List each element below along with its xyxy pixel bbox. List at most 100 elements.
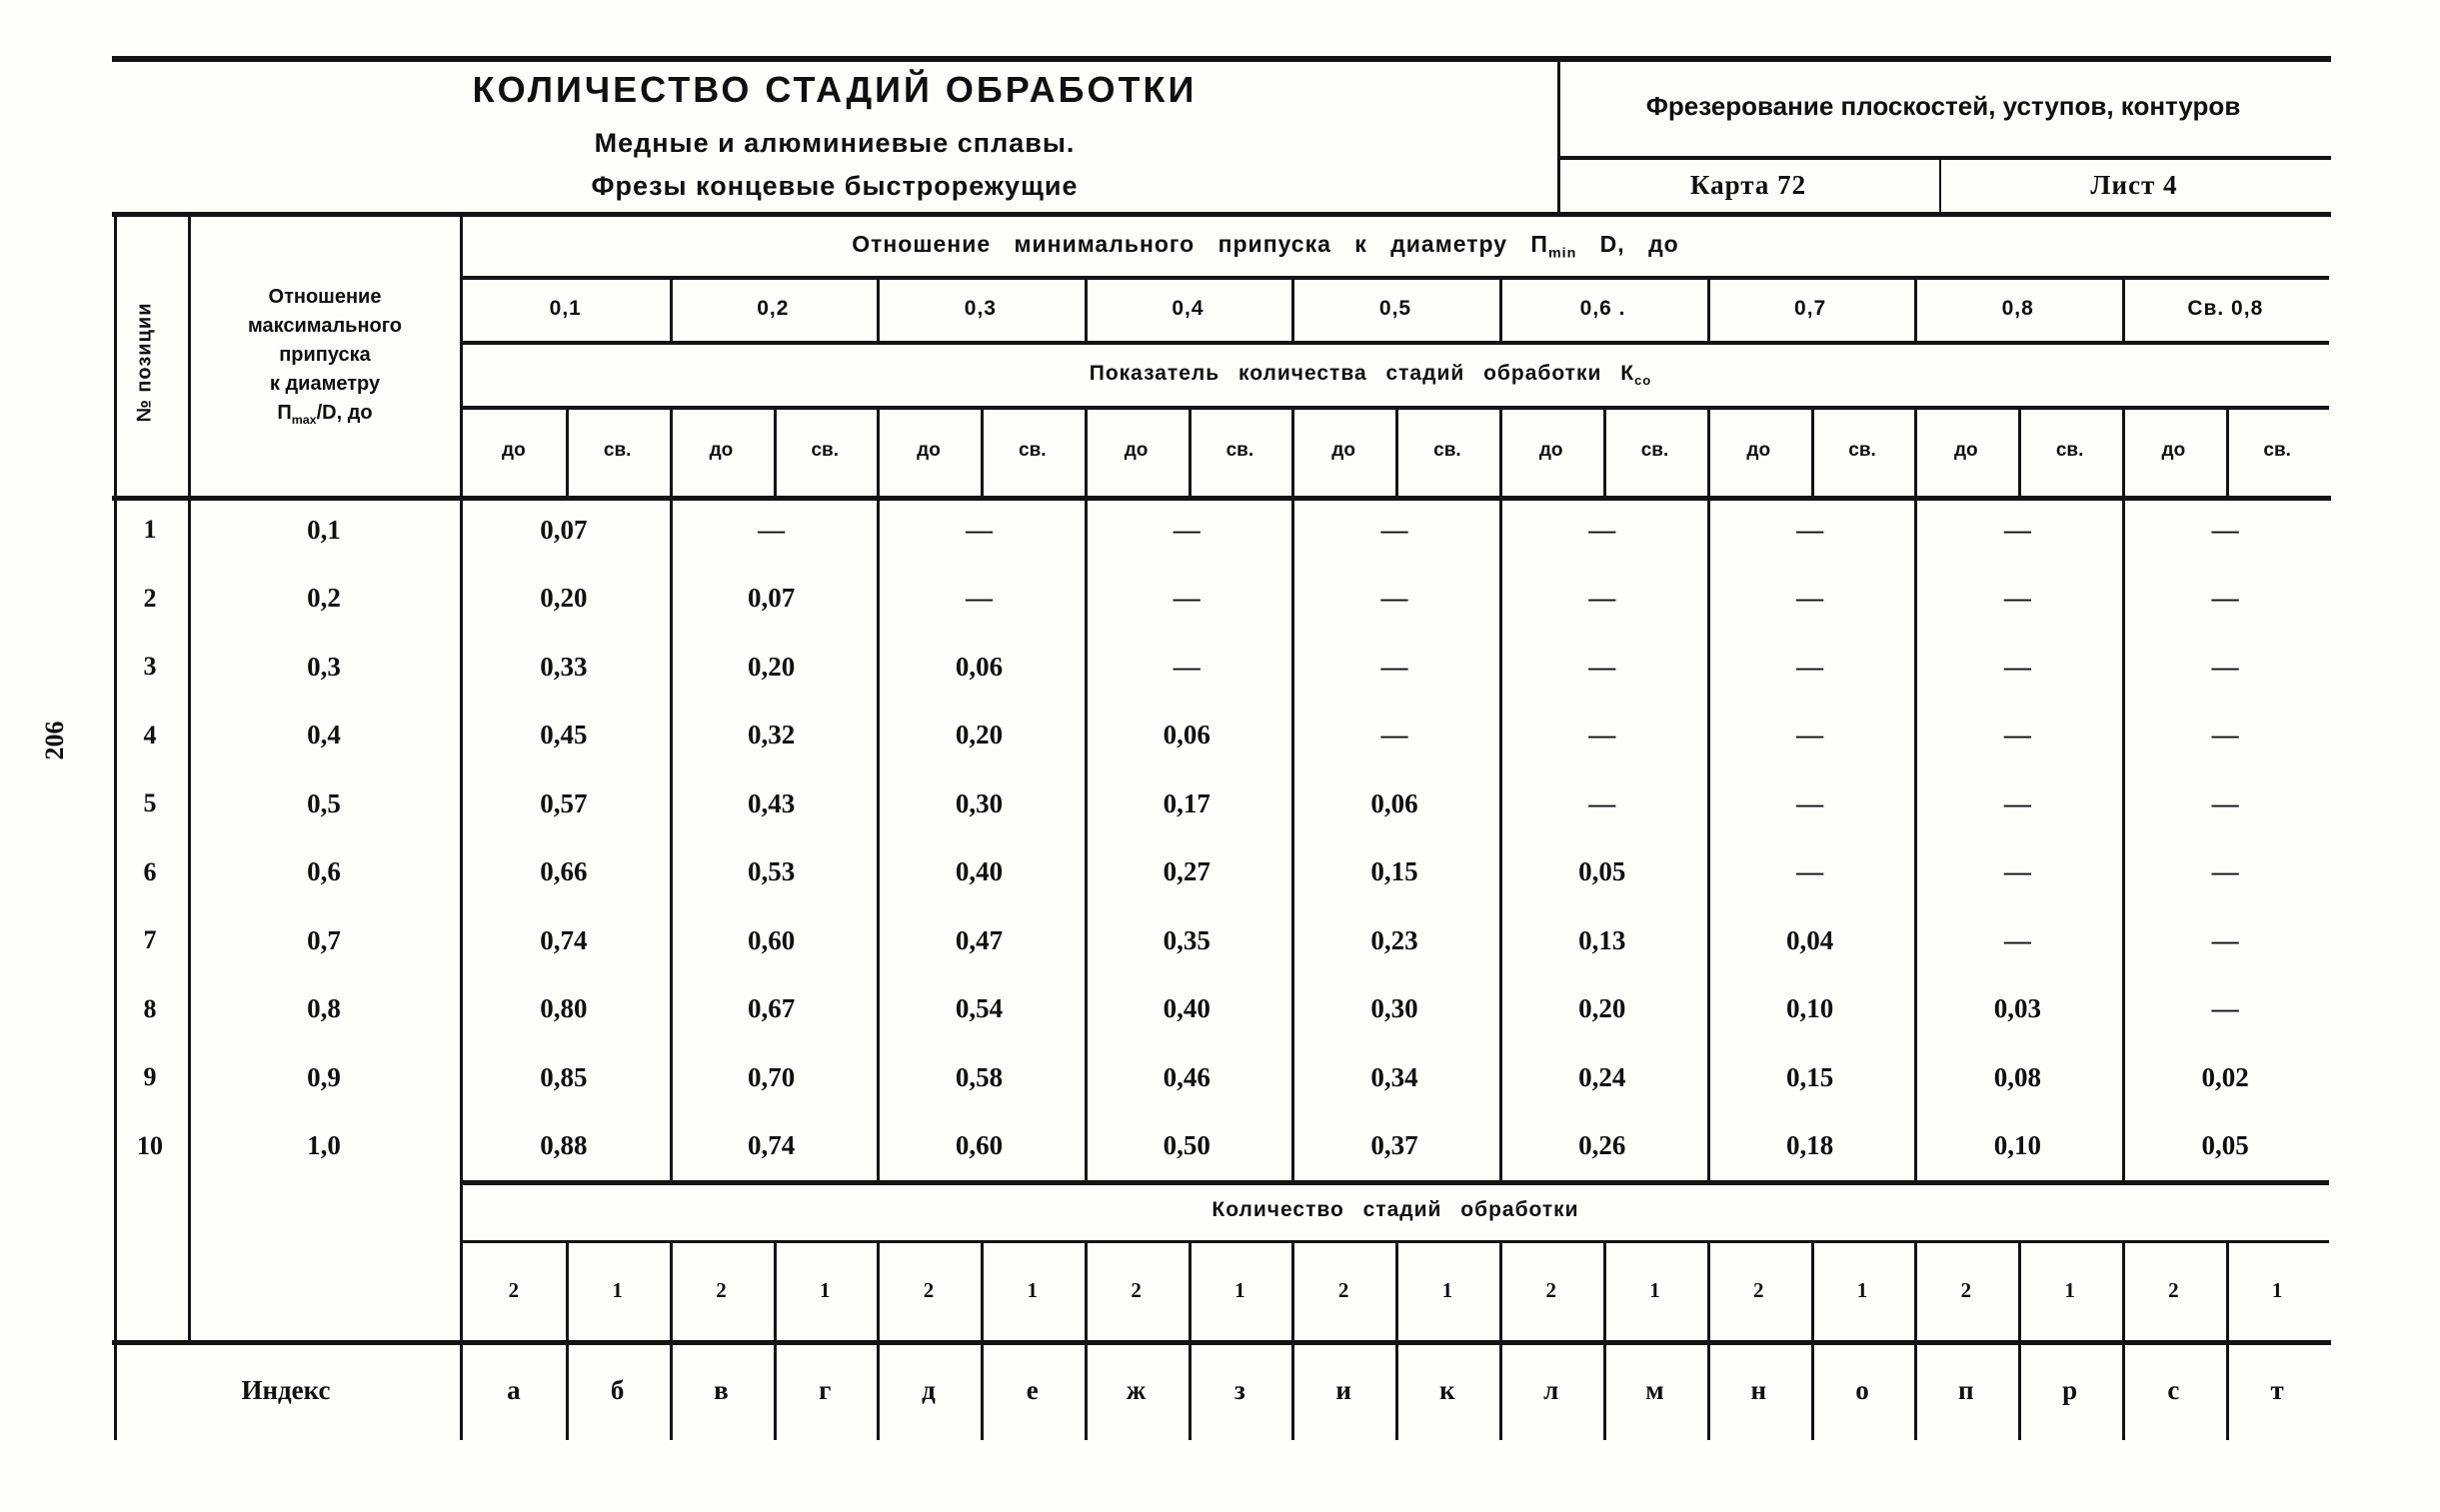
value-cell: 0,57 <box>540 787 588 818</box>
value-cell: — <box>2211 720 2239 751</box>
side-page-number: 206 <box>40 721 69 760</box>
ratio-value: 0,3 <box>307 651 341 682</box>
value-cell: — <box>1380 651 1408 682</box>
table-row: 0,57 0,43 0,30 0,17 0,06 — — — — <box>460 769 2329 838</box>
value-cell: — <box>965 583 993 614</box>
max-ratio-line: к диаметру <box>269 372 381 395</box>
value-cell: 0,60 <box>748 924 796 955</box>
table-row: 0,85 0,70 0,58 0,46 0,34 0,24 0,15 0,08 0,02 <box>460 1043 2329 1112</box>
value-cell: 0,70 <box>748 1061 796 1092</box>
value-cell: — <box>1796 787 1824 818</box>
value-cell: 0,10 <box>1785 993 1834 1024</box>
table-row: 0,45 0,32 0,20 0,06 — — — — — <box>460 702 2329 770</box>
sub-col-do: до <box>1538 440 1563 461</box>
ratio-value: 0,9 <box>307 1061 341 1092</box>
stage-count: 1 <box>1027 1277 1039 1302</box>
max-ratio-line: Отношение <box>268 285 382 308</box>
value-cell: — <box>1588 583 1616 614</box>
value-cell: 0,07 <box>748 583 796 614</box>
index-letter: с <box>2167 1374 2180 1405</box>
value-cell: 0,13 <box>1578 924 1626 955</box>
ratio-value: 0,4 <box>307 720 341 751</box>
stage-count: 2 <box>716 1277 727 1302</box>
value-cell: 0,85 <box>540 1061 588 1092</box>
value-cell: — <box>1380 514 1408 545</box>
max-ratio-line: припуска <box>279 343 371 366</box>
value-cell: — <box>2003 720 2031 751</box>
value-cell: 0,18 <box>1785 1130 1834 1161</box>
subtitle-material: Медные и алюминиевые сплавы. <box>594 128 1076 158</box>
stage-count: 2 <box>1753 1277 1764 1302</box>
index-letter: е <box>1026 1374 1039 1405</box>
value-cell: 0,74 <box>748 1130 796 1161</box>
column-header: 0,2 <box>757 296 790 320</box>
stage-count: 1 <box>819 1277 831 1302</box>
value-cell: — <box>2003 514 2031 545</box>
value-cell: 0,24 <box>1578 1061 1626 1092</box>
row-number: 2 <box>143 583 157 613</box>
row-number: 5 <box>143 788 157 818</box>
row-number: 9 <box>143 1062 157 1092</box>
value-cell: 0,58 <box>955 1061 1004 1092</box>
page-title: КОЛИЧЕСТВО СТАДИЙ ОБРАБОТКИ <box>472 69 1198 110</box>
value-cell: — <box>2211 583 2239 614</box>
sub-col-do: до <box>1746 440 1771 461</box>
table-row: 0,80 0,67 0,54 0,40 0,30 0,20 0,10 0,03 — <box>460 975 2329 1044</box>
sub-col-do: до <box>502 440 526 461</box>
value-cell: 0,10 <box>1993 1130 2041 1161</box>
stage-count: 2 <box>508 1277 520 1302</box>
ratio-value: 0,1 <box>307 514 341 545</box>
value-cell: 0,17 <box>1163 787 1211 818</box>
index-letter: п <box>1958 1374 1974 1405</box>
value-cell: 0,27 <box>1163 856 1211 887</box>
column-header: 0,6 . <box>1579 296 1626 320</box>
table-row: 0,20 0,07 — — — — — — — <box>460 565 2329 634</box>
value-cell: 0,06 <box>955 651 1004 682</box>
sub-col-do: до <box>709 440 734 461</box>
min-ratio-text: Отношение минимального припуска к диамет… <box>852 230 1679 262</box>
column-headers-row: 0,1 0,2 0,3 0,4 0,5 0,6 . 0,7 0,8 Св. 0,… <box>462 276 2329 341</box>
value-cell: — <box>1796 514 1824 545</box>
index-letter: т <box>2270 1374 2284 1405</box>
sub-col-sv: св. <box>1433 440 1461 461</box>
sub-col-do: до <box>1124 440 1149 461</box>
indicator-band: Показатель количества стадий обработки К… <box>462 341 2329 406</box>
value-cell: — <box>1796 856 1824 887</box>
value-cell: — <box>1588 787 1616 818</box>
sub-col-sv: св. <box>1848 440 1876 461</box>
operation-name: Фрезерование плоскостей, уступов, контур… <box>1645 91 2241 121</box>
value-cell: 0,47 <box>955 924 1004 955</box>
value-cell: 0,02 <box>2201 1061 2249 1092</box>
value-cell: 0,43 <box>748 787 796 818</box>
value-cell: — <box>2211 856 2239 887</box>
max-ratio-column: 0,1 0,2 0,3 0,4 0,5 0,6 0,7 0,8 0,9 1,0 <box>188 496 460 1180</box>
ratio-value: 1,0 <box>307 1130 341 1161</box>
value-cell: — <box>1380 583 1408 614</box>
index-letter: ж <box>1126 1374 1147 1405</box>
index-letter: г <box>819 1374 832 1405</box>
value-cell: 0,20 <box>955 720 1004 751</box>
index-letter: д <box>922 1374 936 1405</box>
sub-col-sv: св. <box>2263 440 2291 461</box>
sub-col-do: до <box>2161 440 2186 461</box>
value-cell: 0,06 <box>1163 720 1211 751</box>
value-cell: — <box>1588 720 1616 751</box>
value-cell: 0,20 <box>540 583 588 614</box>
table-row: 0,88 0,74 0,60 0,50 0,37 0,26 0,18 0,10 0,05 <box>460 1112 2329 1181</box>
value-cell: — <box>758 514 786 545</box>
sub-col-do: до <box>917 440 941 461</box>
value-cell: 0,20 <box>748 651 796 682</box>
value-cell: — <box>1173 583 1201 614</box>
stage-counts-row: 2 1 2 1 2 1 2 1 2 1 2 1 2 1 2 1 2 1 <box>462 1240 2329 1340</box>
value-cell: 0,54 <box>955 993 1004 1024</box>
sub-col-do: до <box>1331 440 1355 461</box>
sub-col-sv: св. <box>1225 440 1254 461</box>
row-number: 6 <box>143 856 157 886</box>
stage-count: 2 <box>1545 1277 1556 1302</box>
value-cell: — <box>1796 651 1824 682</box>
ratio-value: 0,6 <box>307 856 341 887</box>
value-cell: — <box>2211 924 2239 955</box>
index-letter: о <box>1855 1374 1869 1405</box>
